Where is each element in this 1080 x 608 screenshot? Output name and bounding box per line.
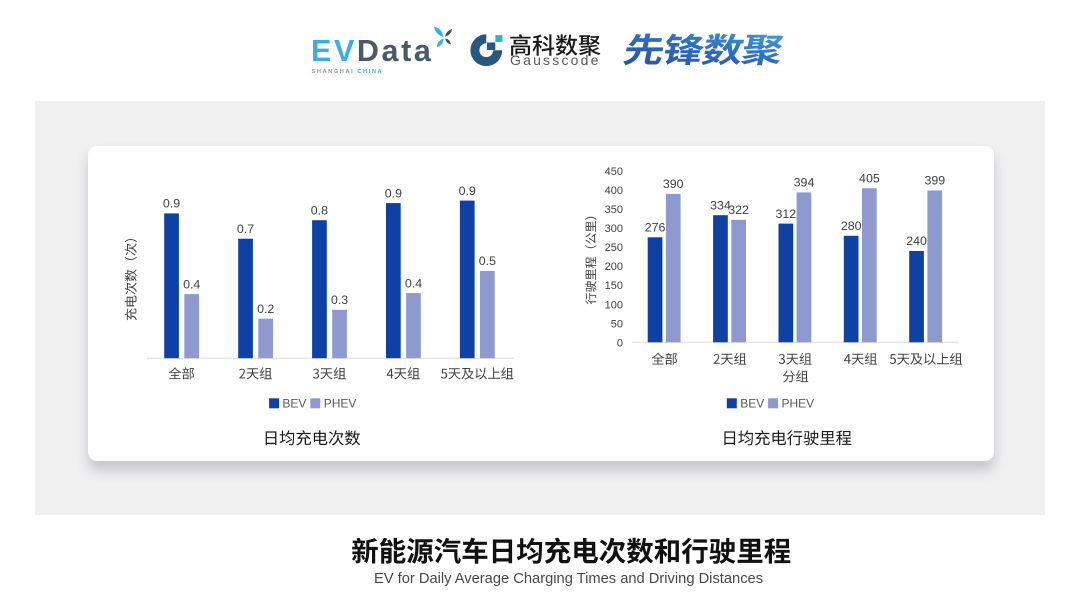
- svg-text:0.9: 0.9: [385, 186, 402, 200]
- svg-text:PHEV: PHEV: [782, 396, 815, 410]
- svg-text:350: 350: [605, 204, 623, 216]
- svg-text:312: 312: [775, 207, 796, 221]
- svg-text:400: 400: [605, 185, 623, 197]
- svg-text:BEV: BEV: [740, 396, 764, 410]
- svg-text:399: 399: [924, 174, 945, 188]
- svg-text:450: 450: [605, 166, 623, 178]
- svg-text:150: 150: [605, 280, 623, 292]
- svg-text:200: 200: [605, 261, 623, 273]
- svg-text:0.2: 0.2: [257, 302, 274, 316]
- svg-text:0.4: 0.4: [183, 277, 200, 291]
- svg-text:276: 276: [645, 221, 666, 235]
- svg-text:Gausscode: Gausscode: [510, 52, 601, 68]
- svg-text:EV for Daily Average Charging: EV for Daily Average Charging Times and …: [374, 571, 763, 587]
- svg-text:322: 322: [728, 203, 749, 217]
- svg-text:280: 280: [841, 219, 862, 233]
- svg-text:0.4: 0.4: [405, 276, 422, 290]
- svg-text:300: 300: [605, 223, 623, 235]
- svg-text:0.3: 0.3: [331, 293, 348, 307]
- svg-text:PHEV: PHEV: [324, 396, 357, 410]
- svg-text:405: 405: [859, 171, 880, 185]
- svg-text:0: 0: [617, 337, 623, 349]
- svg-text:250: 250: [605, 242, 623, 254]
- svg-text:100: 100: [605, 299, 623, 311]
- svg-text:0.9: 0.9: [163, 197, 180, 211]
- svg-text:0.7: 0.7: [237, 222, 254, 236]
- svg-text:SHANGHAI CHINA: SHANGHAI CHINA: [312, 69, 384, 75]
- svg-text:EVData: EVData: [311, 34, 433, 68]
- svg-text:394: 394: [794, 176, 815, 190]
- svg-text:BEV: BEV: [282, 396, 306, 410]
- svg-text:390: 390: [663, 177, 684, 191]
- svg-text:0.5: 0.5: [479, 254, 496, 268]
- svg-text:0.8: 0.8: [311, 203, 328, 217]
- svg-text:240: 240: [906, 234, 927, 248]
- svg-text:50: 50: [611, 318, 623, 330]
- svg-text:0.9: 0.9: [459, 184, 476, 198]
- svg-text:334: 334: [710, 198, 731, 212]
